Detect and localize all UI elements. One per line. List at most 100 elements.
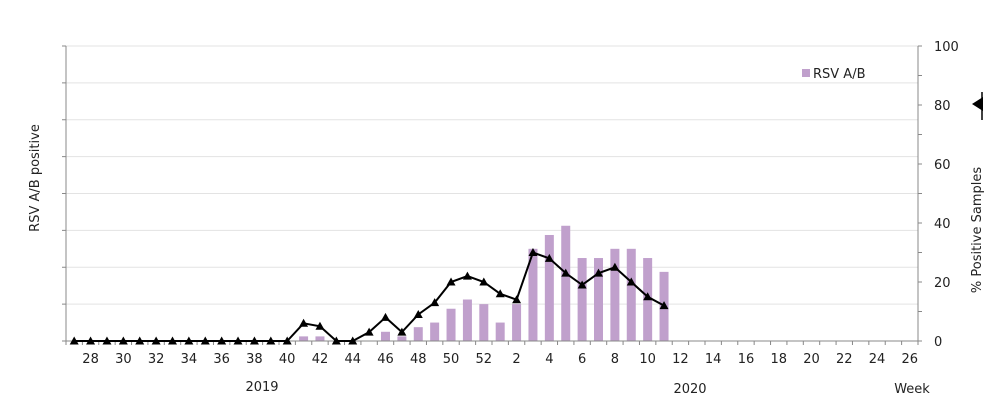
x-tick-label: 44 — [344, 352, 361, 367]
line-point-marker — [233, 336, 243, 345]
right-tick-label: 0 — [934, 335, 942, 350]
line-point-marker — [315, 321, 325, 330]
line-point-marker — [135, 336, 145, 345]
line-point-marker — [86, 336, 96, 345]
line-point-marker — [200, 336, 210, 345]
line-point-marker — [102, 336, 112, 345]
line-point-marker — [577, 280, 587, 289]
right-tick-label: 40 — [934, 217, 951, 232]
x-tick-label: 42 — [312, 352, 329, 367]
line-point-marker — [626, 277, 636, 286]
x-tick-label: 2 — [512, 352, 520, 367]
x-tick-label: 8 — [611, 352, 619, 367]
line-point-marker — [495, 289, 505, 298]
x-tick-label: 6 — [578, 352, 586, 367]
x-tick-label: 50 — [443, 352, 460, 367]
line-point-marker — [282, 336, 292, 345]
gridlines — [66, 45, 918, 305]
bar-rsv-ab — [561, 225, 571, 341]
line-point-marker — [561, 268, 571, 277]
right-tick-label: 100 — [934, 40, 959, 55]
x-tick-label: 14 — [705, 352, 722, 367]
right-tick-label: 60 — [934, 158, 951, 173]
bar-rsv-ab — [479, 304, 489, 341]
x-tick-label: 34 — [181, 352, 198, 367]
x-tick-label: 46 — [377, 352, 394, 367]
x-tick-label: 48 — [410, 352, 427, 367]
x-tick-label: 12 — [672, 352, 689, 367]
line-point-marker — [184, 336, 194, 345]
line-point-marker — [544, 253, 554, 262]
line-point-marker — [299, 318, 309, 327]
right-axis-title: % Positive Samples — [970, 167, 985, 293]
line-point-marker — [331, 336, 341, 345]
line-point-marker — [610, 262, 620, 271]
right-edge-marker — [972, 92, 983, 120]
x-tick-label: 20 — [803, 352, 820, 367]
year-label-2020: 2020 — [673, 382, 706, 397]
x-tick-label: 4 — [545, 352, 553, 367]
line-point-marker — [479, 277, 489, 286]
bar-rsv-ab — [430, 322, 440, 341]
x-axis-week-label: Week — [894, 382, 930, 397]
bar-rsv-ab — [512, 304, 522, 341]
x-tick-label: 18 — [770, 352, 787, 367]
bar-rsv-ab — [495, 322, 505, 341]
line-point-marker — [364, 327, 374, 336]
x-tick-label: 22 — [836, 352, 853, 367]
right-tick-label: 80 — [934, 99, 951, 114]
bar-rsv-ab — [446, 308, 456, 341]
line-point-marker — [151, 336, 161, 345]
bar-rsv-ab — [413, 327, 423, 341]
line-point-marker — [643, 292, 653, 301]
bar-rsv-ab — [610, 248, 620, 341]
line-point-marker — [168, 336, 177, 345]
x-tick-label: 32 — [148, 352, 165, 367]
bar-rsv-ab — [626, 248, 636, 341]
right-tick-label: 20 — [934, 276, 951, 291]
line-point-marker — [249, 336, 259, 345]
x-tick-label: 40 — [279, 352, 296, 367]
line-point-marker — [217, 336, 227, 345]
legend-label-rsv-ab: RSV A/B — [813, 67, 866, 82]
bar-rsv-ab — [544, 234, 554, 341]
bar-rsv-ab — [462, 299, 472, 341]
line-point-marker — [512, 295, 522, 304]
x-tick-label: 38 — [246, 352, 263, 367]
bar-rsv-ab — [299, 336, 309, 341]
x-tick-label: 26 — [902, 352, 919, 367]
bars-rsv-ab — [299, 225, 669, 341]
left-axis-title: RSV A/B positive — [28, 124, 43, 232]
legend: RSV A/B — [802, 67, 866, 82]
legend-swatch-rsv-ab — [802, 69, 810, 77]
bar-rsv-ab — [315, 336, 325, 341]
line-point-marker — [462, 271, 472, 280]
bar-rsv-ab — [594, 258, 603, 341]
line-point-marker — [430, 298, 440, 307]
line-positive-samples — [69, 248, 669, 345]
x-tick-label: 30 — [115, 352, 132, 367]
x-tick-label: 10 — [639, 352, 656, 367]
line-point-marker — [348, 336, 358, 345]
line-point-marker — [266, 336, 276, 345]
line-point-marker — [118, 336, 128, 345]
line-point-marker — [594, 268, 603, 277]
line-point-marker — [381, 312, 390, 321]
x-tick-label: 16 — [738, 352, 755, 367]
bar-rsv-ab — [577, 258, 587, 341]
line-point-marker — [397, 327, 407, 336]
bar-rsv-ab — [381, 331, 390, 341]
x-tick-label: 36 — [213, 352, 230, 367]
line-point-marker — [413, 309, 423, 318]
bar-rsv-ab — [528, 248, 538, 341]
line-point-marker — [528, 248, 538, 256]
bar-rsv-ab — [397, 336, 407, 341]
axes — [62, 45, 922, 345]
line-point-marker — [69, 336, 79, 345]
line-point-marker — [446, 277, 456, 286]
x-tick-label: 52 — [476, 352, 493, 367]
x-tick-label: 28 — [82, 352, 99, 367]
line-point-marker — [659, 301, 669, 310]
